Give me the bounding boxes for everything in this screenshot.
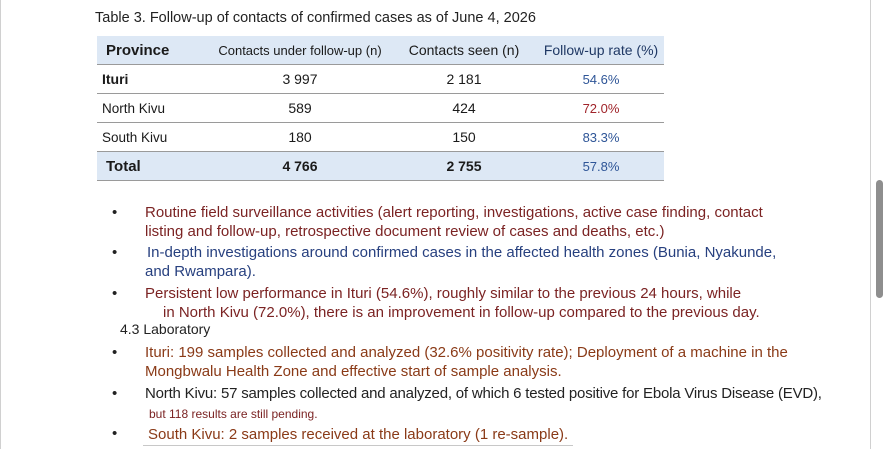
contacts-follow-up-table: Province Contacts under follow-up (n) Co… [97,36,664,181]
bullet-text-line: North Kivu: 57 samples collected and ana… [145,385,822,402]
bullet-text-line: listing and follow-up, retrospective doc… [145,223,665,240]
header-province: Province [97,36,210,65]
follow-up-rate-cell: 83.3% [538,122,664,152]
bullet-text-line: Ituri: 199 samples collected and analyze… [145,344,788,361]
total-under-follow-up-cell: 4 766 [210,151,390,181]
province-cell: North Kivu [97,93,210,123]
province-cell: Ituri [97,64,210,94]
bullet-text-line: but 118 results are still pending. [149,407,318,421]
page-border-left [0,0,1,449]
scrollbar-thumb[interactable] [876,180,883,298]
total-label-cell: Total [97,151,210,181]
page-border-right [870,0,871,449]
contacts-seen-cell: 2 181 [390,64,538,94]
table-row: North Kivu 589 424 72.0% [97,93,664,123]
divider-line [143,445,573,446]
follow-up-rate-cell: 54.6% [538,64,664,94]
total-contacts-seen-cell: 2 755 [390,151,538,181]
header-contacts-seen: Contacts seen (n) [390,36,538,65]
under-follow-up-cell: 180 [210,122,390,152]
bullet-text-line: In-depth investigations around confirmed… [147,244,777,261]
bullet-dot: • [112,344,118,361]
header-follow-up-rate: Follow-up rate (%) [538,36,664,65]
table-caption: Table 3. Follow-up of contacts of confir… [95,10,536,26]
bullet-text-line: Mongbwalu Health Zone and effective star… [145,363,562,380]
bullet-dot: • [112,244,118,261]
bullet-text-line: South Kivu: 2 samples received at the la… [148,426,569,443]
contacts-seen-cell: 150 [390,122,538,152]
contacts-seen-cell: 424 [390,93,538,123]
bullet-dot: • [112,285,118,302]
table-header-row: Province Contacts under follow-up (n) Co… [97,36,664,65]
bullet-dot: • [112,204,118,221]
table-row: South Kivu 180 150 83.3% [97,122,664,152]
section-heading-laboratory: 4.3 Laboratory [120,321,211,337]
under-follow-up-cell: 3 997 [210,64,390,94]
under-follow-up-cell: 589 [210,93,390,123]
header-contacts-under-follow-up: Contacts under follow-up (n) [210,36,390,65]
bullet-text-line: Persistent low performance in Ituri (54.… [145,285,742,302]
total-follow-up-rate-cell: 57.8% [538,151,664,181]
bullet-text-line: Routine field surveillance activities (a… [145,204,763,221]
bullet-dot: • [112,385,118,402]
province-cell: South Kivu [97,122,210,152]
table-total-row: Total 4 766 2 755 57.8% [97,151,664,181]
follow-up-rate-cell: 72.0% [538,93,664,123]
bullet-text-line: in North Kivu (72.0%), there is an impro… [163,304,760,321]
bullet-dot: • [112,425,118,442]
bullet-text-line: and Rwampara). [145,263,256,280]
table-row: Ituri 3 997 2 181 54.6% [97,64,664,94]
